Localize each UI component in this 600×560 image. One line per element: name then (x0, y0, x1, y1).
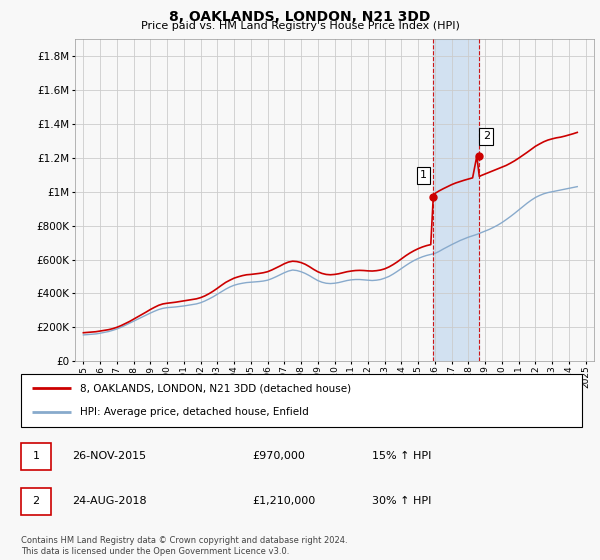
Text: 2: 2 (482, 131, 490, 141)
Text: 30% ↑ HPI: 30% ↑ HPI (372, 496, 431, 506)
Text: 15% ↑ HPI: 15% ↑ HPI (372, 451, 431, 461)
Text: 26-NOV-2015: 26-NOV-2015 (72, 451, 146, 461)
Text: Price paid vs. HM Land Registry's House Price Index (HPI): Price paid vs. HM Land Registry's House … (140, 21, 460, 31)
Text: £970,000: £970,000 (252, 451, 305, 461)
Text: 8, OAKLANDS, LONDON, N21 3DD (detached house): 8, OAKLANDS, LONDON, N21 3DD (detached h… (80, 384, 351, 394)
Text: HPI: Average price, detached house, Enfield: HPI: Average price, detached house, Enfi… (80, 407, 308, 417)
Bar (433, 39, 479, 361)
Text: 1: 1 (32, 451, 40, 461)
Text: 24-AUG-2018: 24-AUG-2018 (72, 496, 146, 506)
Text: 8, OAKLANDS, LONDON, N21 3DD: 8, OAKLANDS, LONDON, N21 3DD (169, 10, 431, 24)
Text: 1: 1 (420, 170, 427, 180)
Text: Contains HM Land Registry data © Crown copyright and database right 2024.
This d: Contains HM Land Registry data © Crown c… (21, 536, 347, 556)
Text: £1,210,000: £1,210,000 (252, 496, 315, 506)
Text: 2: 2 (32, 496, 40, 506)
